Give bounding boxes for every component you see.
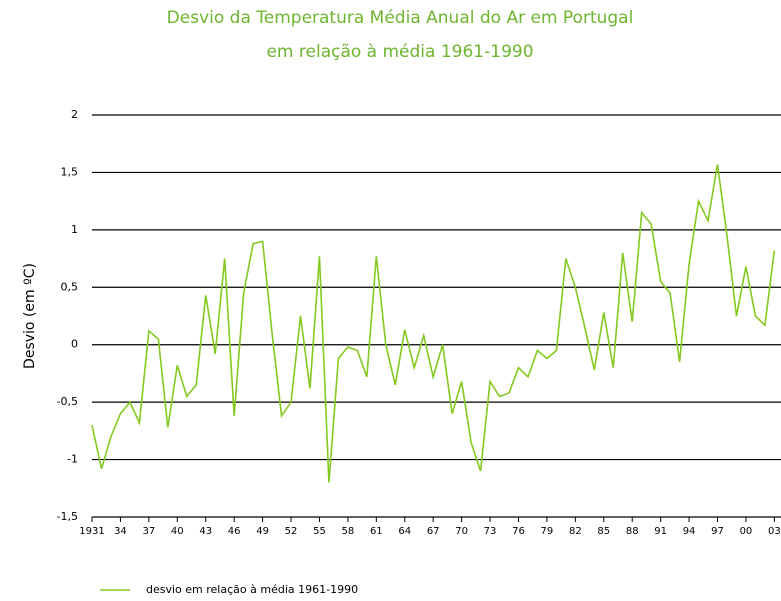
x-tick-label: 03: [768, 526, 781, 537]
x-tick-label: 58: [342, 526, 355, 537]
x-tick-label: 82: [569, 526, 582, 537]
data-line: [91, 164, 776, 483]
x-tick-label: 55: [313, 526, 326, 537]
x-tick-label: 67: [427, 526, 440, 537]
legend-label: desvio em relação à média 1961-1990: [146, 583, 358, 596]
x-tick-label: 61: [370, 526, 383, 537]
x-tick-label: 91: [654, 526, 667, 537]
x-tick-label: 76: [512, 526, 525, 537]
x-tick-label: 46: [228, 526, 241, 537]
x-tick-label: 85: [597, 526, 610, 537]
x-tick-label: 43: [199, 526, 212, 537]
y-axis-title: Desvio (em ºC): [22, 263, 38, 369]
y-tick-label: 0: [71, 338, 78, 351]
y-tick-label: 1: [71, 223, 78, 236]
x-tick-label: 37: [142, 526, 155, 537]
x-tick-label: 1931: [79, 526, 104, 537]
x-tick-label: 49: [256, 526, 269, 537]
y-tick-label: 0,5: [61, 280, 79, 293]
chart-subtitle: em relação à média 1961-1990: [266, 42, 533, 62]
x-tick-label: 34: [114, 526, 127, 537]
x-tick-label: 52: [285, 526, 298, 537]
x-tick-label: 00: [740, 526, 753, 537]
chart-title: Desvio da Temperatura Média Anual do Ar …: [167, 8, 634, 28]
x-tick-label: 64: [398, 526, 411, 537]
x-tick-label: 40: [171, 526, 184, 537]
y-tick-label: -1,5: [57, 510, 78, 523]
x-tick-label: 94: [683, 526, 696, 537]
y-tick-label: -0,5: [57, 395, 78, 408]
y-tick-label: 2: [71, 108, 78, 121]
x-tick-label: 97: [711, 526, 724, 537]
x-tick-label: 79: [541, 526, 554, 537]
x-tick-label: 73: [484, 526, 497, 537]
y-tick-label: 1,5: [61, 165, 79, 178]
x-tick-label: 70: [455, 526, 468, 537]
y-tick-label: -1: [67, 453, 78, 466]
x-tick-label: 88: [626, 526, 639, 537]
